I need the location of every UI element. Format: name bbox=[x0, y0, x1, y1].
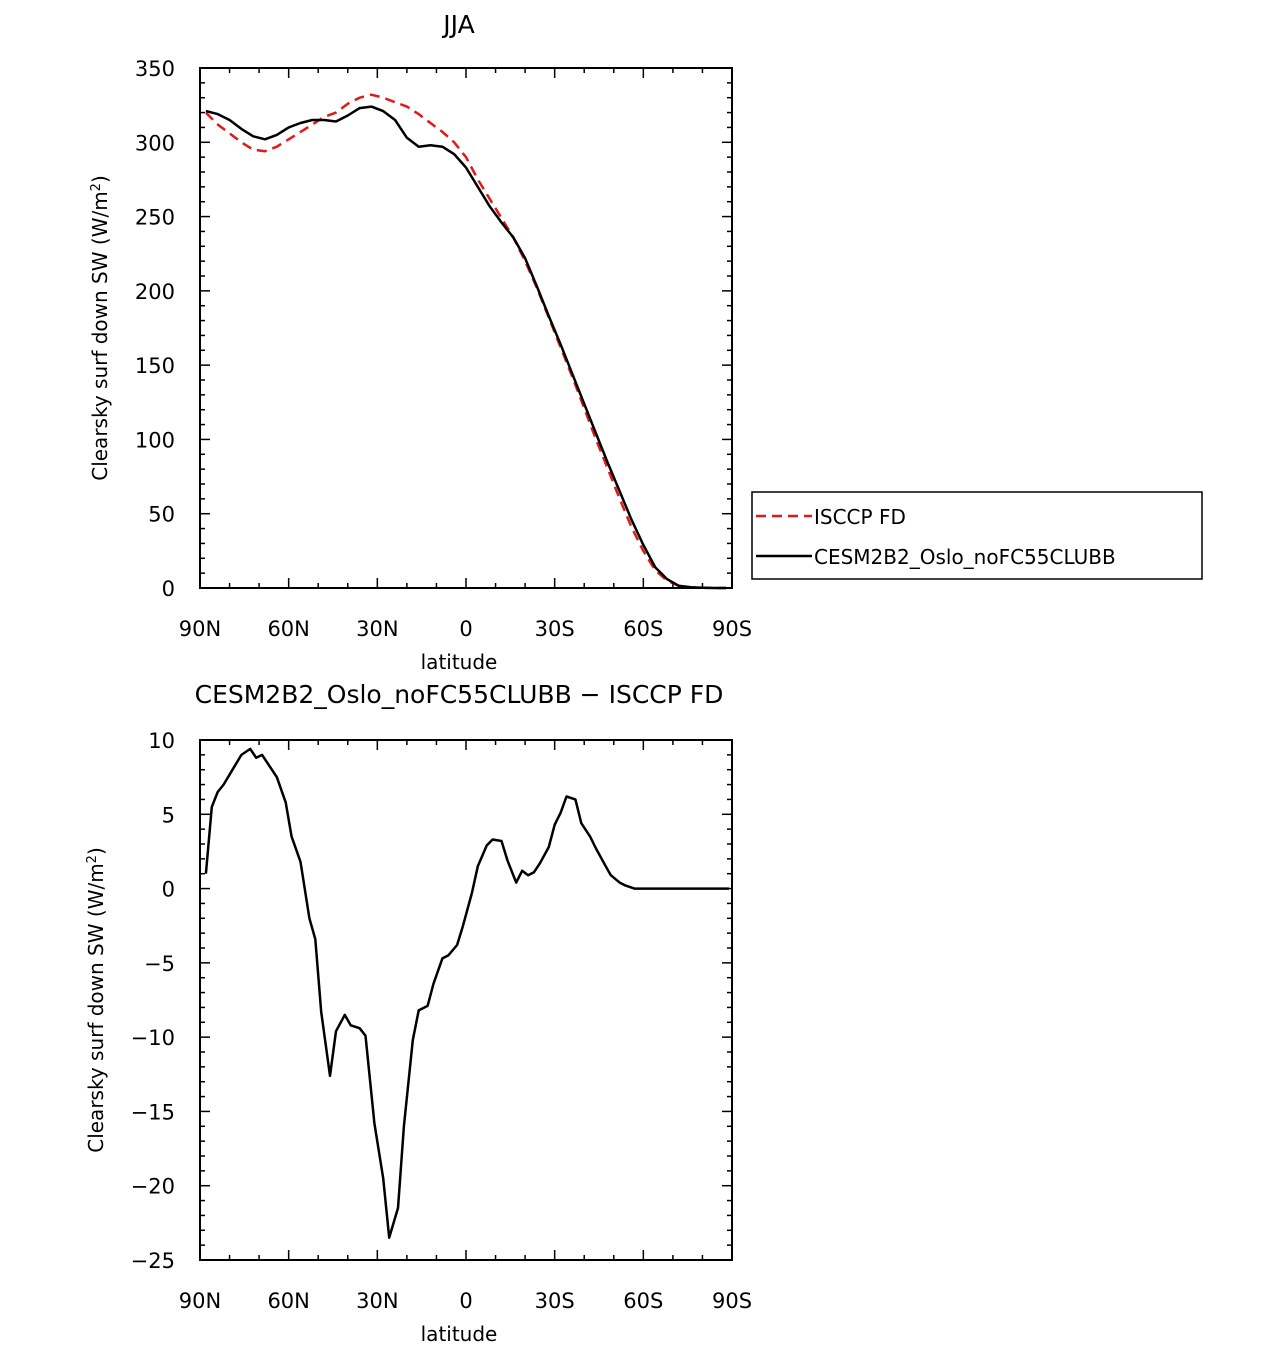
top-x-tick-label: 30S bbox=[535, 617, 575, 641]
bottom-y-tick-label: 10 bbox=[148, 729, 175, 753]
top-x-tick-label: 90S bbox=[712, 617, 752, 641]
top-y-tick-label: 250 bbox=[135, 206, 175, 230]
top-plot-frame bbox=[199, 67, 733, 589]
top-y-tick-label: 200 bbox=[135, 280, 175, 304]
bottom-y-tick-label: 0 bbox=[162, 878, 175, 902]
bottom-ticks bbox=[199, 739, 733, 1261]
top-y-axis-title-close: ) bbox=[88, 175, 112, 183]
top-y-axis-title: Clearsky surf down SW (W/m2) bbox=[88, 175, 112, 481]
top-x-axis-title: latitude bbox=[421, 650, 498, 674]
top-panel: JJA 0 50 100 150 200 250 300 350 90N 60N 30N 0 30S 60… bbox=[88, 10, 752, 674]
bottom-y-tick-label: −5 bbox=[144, 952, 175, 976]
top-y-axis-title-main: Clearsky surf down SW (W/m bbox=[88, 191, 112, 480]
top-chart-title: JJA bbox=[441, 10, 474, 39]
bottom-plot-frame bbox=[199, 739, 733, 1261]
bottom-panel: CESM2B2_Oslo_noFC55CLUBB − ISCCP FD −25−… bbox=[84, 680, 752, 1346]
bottom-y-tick-label: −10 bbox=[131, 1026, 175, 1050]
bottom-y-tick-label: 5 bbox=[162, 803, 175, 827]
top-x-tick-label: 90N bbox=[179, 617, 221, 641]
top-x-tick-label: 30N bbox=[356, 617, 398, 641]
bottom-x-tick-label: 60N bbox=[267, 1289, 309, 1313]
bottom-y-axis-title-close: ) bbox=[84, 847, 108, 855]
top-y-tick-label: 350 bbox=[135, 57, 175, 81]
bottom-y-tick-label: −15 bbox=[131, 1100, 175, 1124]
top-y-axis-title-sup: 2 bbox=[89, 183, 104, 191]
top-tick-labels: 0 50 100 150 200 250 300 350 90N 60N 30N 0 30S 60S 90S bbox=[135, 57, 752, 641]
top-series-line-1 bbox=[205, 105, 727, 590]
legend: ISCCP FD CESM2B2_Oslo_noFC55CLUBB bbox=[751, 491, 1203, 580]
top-x-tick-label: 60S bbox=[623, 617, 663, 641]
bottom-y-tick-label: −20 bbox=[131, 1175, 175, 1199]
top-y-tick-label: 50 bbox=[148, 503, 175, 527]
bottom-series-line-0 bbox=[204, 747, 729, 1239]
bottom-x-tick-label: 30S bbox=[535, 1289, 575, 1313]
top-series-line-0 bbox=[205, 93, 727, 590]
top-x-tick-label: 60N bbox=[267, 617, 309, 641]
bottom-y-axis-title-main: Clearsky surf down SW (W/m bbox=[84, 863, 108, 1152]
top-y-tick-label: 150 bbox=[135, 354, 175, 378]
legend-label-cesm: CESM2B2_Oslo_noFC55CLUBB bbox=[814, 545, 1116, 569]
legend-label-isccp: ISCCP FD bbox=[814, 505, 906, 529]
bottom-x-tick-label: 60S bbox=[623, 1289, 663, 1313]
bottom-y-tick-label: −25 bbox=[131, 1249, 175, 1273]
bottom-series-layer bbox=[204, 747, 729, 1239]
bottom-chart-title: CESM2B2_Oslo_noFC55CLUBB − ISCCP FD bbox=[195, 680, 724, 709]
top-y-tick-label: 0 bbox=[162, 577, 175, 601]
legend-box bbox=[751, 491, 1203, 580]
bottom-y-axis-title-sup: 2 bbox=[85, 855, 100, 863]
top-series-layer bbox=[205, 93, 727, 590]
top-ticks bbox=[199, 67, 733, 589]
top-y-tick-label: 100 bbox=[135, 428, 175, 452]
bottom-x-tick-label: 30N bbox=[356, 1289, 398, 1313]
bottom-y-axis-title: Clearsky surf down SW (W/m2) bbox=[84, 847, 108, 1153]
bottom-x-tick-label: 0 bbox=[459, 1289, 472, 1313]
top-x-tick-label: 0 bbox=[459, 617, 472, 641]
bottom-x-tick-label: 90S bbox=[712, 1289, 752, 1313]
bottom-tick-labels: −25 −20 −15 −10 −5 0 5 10 90N 60N 30N 0 30S 60S 90S bbox=[131, 729, 752, 1313]
bottom-x-axis-title: latitude bbox=[421, 1322, 498, 1346]
top-y-tick-label: 300 bbox=[135, 131, 175, 155]
bottom-x-tick-label: 90N bbox=[179, 1289, 221, 1313]
